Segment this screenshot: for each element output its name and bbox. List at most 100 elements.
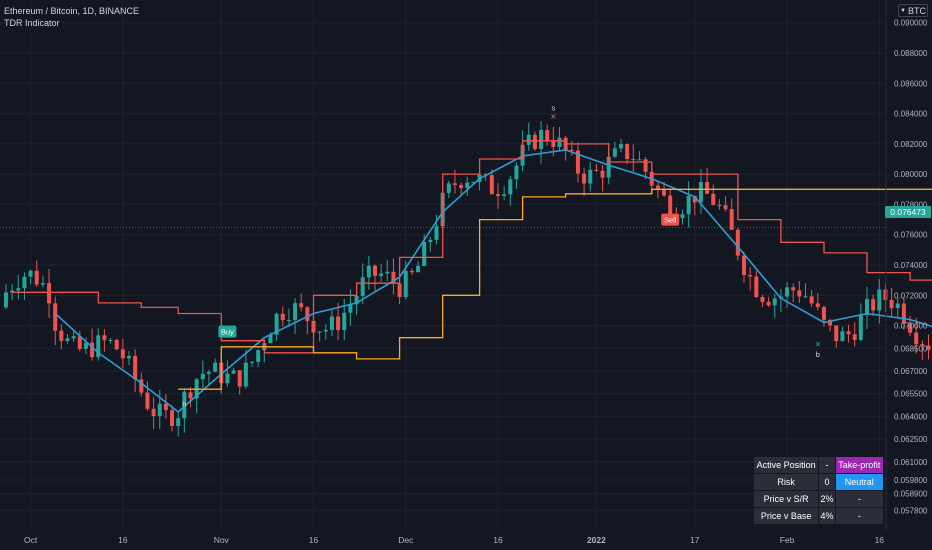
candle-body <box>299 303 304 308</box>
candle-body <box>754 276 759 297</box>
y-tick-label: 0.057800 <box>894 506 928 515</box>
candle-body <box>342 312 347 331</box>
candle-body <box>594 169 599 171</box>
candle-body <box>772 298 777 306</box>
candle-body <box>766 301 771 306</box>
price-axis[interactable]: 0.090000 0.088000 0.086000 0.084000 0.082000… <box>885 0 928 530</box>
candle-body <box>139 379 144 393</box>
signal-letter: b <box>816 350 820 359</box>
candle-body <box>373 265 377 276</box>
candle-body <box>225 373 230 384</box>
candle-body <box>176 418 181 426</box>
candle-body <box>90 342 95 358</box>
candle-body <box>920 344 925 346</box>
candle-body <box>908 323 913 333</box>
panel-label: Active Position <box>752 456 820 474</box>
candle-body <box>662 189 667 196</box>
candle-body <box>77 336 82 349</box>
x-tick-label: 17 <box>690 535 700 545</box>
candle-body <box>705 181 710 194</box>
panel-label: Risk <box>752 473 820 491</box>
candle-body <box>348 304 353 313</box>
candle-body <box>914 332 919 345</box>
candle-body <box>815 303 820 308</box>
signal-tag <box>218 325 237 338</box>
x-tick-label: Feb <box>780 535 795 545</box>
candle-body <box>231 370 236 374</box>
candle-body <box>514 165 519 180</box>
candle-body <box>151 408 156 417</box>
currency-button[interactable]: ▼ BTC <box>898 4 928 17</box>
candle-body <box>791 287 796 291</box>
candle-body <box>502 194 507 197</box>
candle-body <box>508 179 513 195</box>
y-tick-label: 0.067000 <box>894 367 928 376</box>
candle-body <box>600 170 605 178</box>
candle-body <box>317 331 322 333</box>
candle-body <box>428 239 433 243</box>
x-tick-label: 16 <box>309 535 319 545</box>
signal-tag <box>661 213 680 226</box>
x-tick-label: 16 <box>118 535 128 545</box>
y-tick-label: 0.072000 <box>894 291 928 300</box>
candle-body <box>901 303 906 324</box>
candle-body <box>748 275 753 277</box>
y-tick-label: 0.088000 <box>894 49 928 58</box>
candle-body <box>323 329 328 332</box>
candle-body <box>127 355 131 359</box>
panel-row-active-position: Active Position - Take-profit <box>752 456 885 474</box>
candle-body <box>496 194 500 197</box>
candle-body <box>785 287 790 297</box>
candle-body <box>668 195 673 217</box>
candle-body <box>286 320 291 322</box>
candle-body <box>71 336 76 339</box>
candle-body <box>22 276 27 289</box>
candle-body <box>686 195 691 215</box>
candle-body <box>588 169 593 184</box>
candle-body <box>797 290 802 297</box>
indicator-name[interactable]: TDR Indicator <box>4 18 60 28</box>
candle-body <box>735 229 740 256</box>
x-tick-label: 2022 <box>587 535 606 545</box>
candle-body <box>803 296 808 298</box>
candle-body <box>625 144 630 160</box>
candle-body <box>865 299 869 315</box>
time-axis[interactable]: Oct16Nov16Dec16202217Feb16Mar16Apr16May1… <box>24 535 932 545</box>
candle-body <box>200 373 205 380</box>
candle-body <box>612 148 617 157</box>
candle-body <box>120 349 125 359</box>
candle-body <box>163 403 168 411</box>
panel-row-risk: Risk 0 Neutral <box>752 473 885 491</box>
panel-status: - <box>834 507 885 525</box>
y-tick-label: 0.084000 <box>894 110 928 119</box>
candle-body <box>871 299 876 311</box>
x-tick-label: 16 <box>493 535 503 545</box>
candle-body <box>698 181 703 203</box>
candle-body <box>391 271 396 284</box>
candle-body <box>28 270 33 277</box>
candle-body <box>416 265 421 273</box>
candle-body <box>4 292 8 308</box>
candle-body <box>631 159 636 161</box>
chart-grid <box>0 0 886 530</box>
candle-body <box>692 195 697 203</box>
y-tick-label: 0.076000 <box>894 231 928 240</box>
y-tick-label: 0.068500 <box>894 344 928 353</box>
panel-status: Take-profit <box>834 456 885 474</box>
candle-body <box>379 273 384 276</box>
candle-body <box>729 209 734 230</box>
y-tick-label: 0.086000 <box>894 79 928 88</box>
candle-body <box>40 283 45 285</box>
candle-body <box>582 173 587 184</box>
candle-body <box>182 392 187 419</box>
candle-body <box>188 392 193 399</box>
candle-body <box>834 325 839 342</box>
panel-row-price-v-sr: Price v S/R 2% - <box>752 490 885 508</box>
candle-body <box>655 185 660 190</box>
candle-body <box>10 290 15 293</box>
chevron-down-icon: ▼ <box>900 7 906 14</box>
candle-body <box>157 403 162 417</box>
panel-label: Price v S/R <box>752 490 820 508</box>
candle-body <box>926 345 931 350</box>
